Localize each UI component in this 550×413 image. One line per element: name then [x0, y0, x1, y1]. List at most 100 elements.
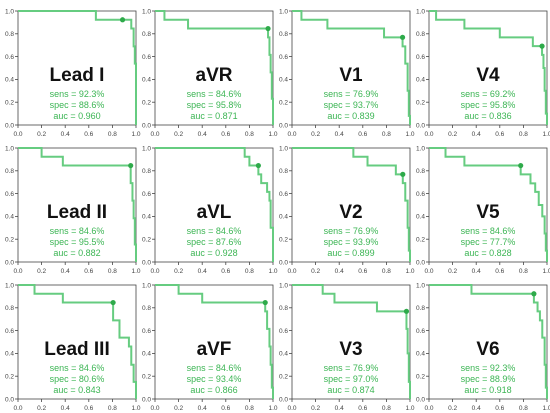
x-tick-label: 0.8 — [519, 131, 528, 138]
x-tick-label: 0.4 — [335, 131, 344, 138]
y-tick-label: 0.0 — [5, 259, 14, 266]
x-tick-label: 0.0 — [13, 268, 22, 275]
x-tick-label: 0.0 — [287, 405, 296, 412]
operating-point — [399, 34, 406, 40]
roc-panel-lead-i: 0.0 0.2 0.4 0.6 0.8 1.0 0.0 0.2 0.4 0.6 0.8 1.0 Lead… — [5, 8, 141, 138]
y-tick-label: 0.4 — [5, 351, 14, 358]
y-tick-label: 0.6 — [279, 328, 288, 335]
roc-panel-v1: 0.0 0.2 0.4 0.6 0.8 1.0 0.0 0.2 0.4 0.6 0.8 1.0 V1 se… — [279, 8, 415, 138]
stat-label: auc = 0.839 — [327, 111, 374, 121]
y-tick-label: 0.8 — [416, 168, 425, 175]
x-tick-label: 0.2 — [311, 268, 320, 275]
y-tick-label: 0.6 — [5, 54, 14, 61]
y-tick-label: 0.8 — [142, 305, 151, 312]
x-tick-label: 0.8 — [245, 268, 254, 275]
stat-label: auc = 0.871 — [190, 111, 237, 121]
x-tick-label: 0.8 — [382, 405, 391, 412]
y-tick-label: 0.4 — [416, 77, 425, 84]
y-tick-label: 0.0 — [279, 259, 288, 266]
x-tick-label: 0.0 — [150, 268, 159, 275]
lead-label: Lead II — [47, 202, 107, 223]
roc-panel-v2: 0.0 0.2 0.4 0.6 0.8 1.0 0.0 0.2 0.4 0.6 0.8 1.0 V2 se… — [279, 145, 415, 275]
x-tick-label: 0.2 — [448, 131, 457, 138]
y-tick-label: 0.4 — [279, 77, 288, 84]
x-tick-label: 0.6 — [84, 268, 93, 275]
x-tick-label: 0.8 — [519, 405, 528, 412]
y-tick-label: 0.6 — [5, 328, 14, 335]
y-tick-label: 0.0 — [142, 396, 151, 403]
x-tick-label: 0.6 — [84, 405, 93, 412]
x-tick-label: 0.8 — [108, 131, 117, 138]
x-tick-label: 0.6 — [358, 268, 367, 275]
y-tick-label: 1.0 — [142, 8, 151, 15]
y-tick-label: 0.2 — [5, 374, 14, 381]
x-tick-label: 0.8 — [245, 131, 254, 138]
y-tick-label: 0.2 — [416, 374, 425, 381]
stat-label: sens = 69.2% — [461, 89, 516, 99]
x-tick-label: 0.2 — [174, 131, 183, 138]
lead-label: V2 — [339, 202, 362, 223]
x-tick-label: 0.0 — [424, 405, 433, 412]
operating-point — [119, 17, 126, 23]
x-tick-label: 0.6 — [221, 131, 230, 138]
x-tick-label: 0.4 — [198, 131, 207, 138]
roc-panel-v5: 0.0 0.2 0.4 0.6 0.8 1.0 0.0 0.2 0.4 0.6 0.8 1.0 V5 se… — [416, 145, 550, 275]
y-tick-label: 0.4 — [5, 214, 14, 221]
operating-point — [128, 162, 134, 169]
x-tick-label: 0.4 — [335, 405, 344, 412]
x-tick-label: 0.0 — [287, 131, 296, 138]
lead-label: V5 — [476, 202, 500, 223]
y-tick-label: 1.0 — [416, 8, 425, 15]
y-tick-label: 0.2 — [5, 237, 14, 244]
y-tick-label: 0.4 — [142, 351, 151, 358]
y-tick-label: 0.2 — [279, 374, 288, 381]
roc-panel-lead-ii: 0.0 0.2 0.4 0.6 0.8 1.0 0.0 0.2 0.4 0.6 0.8 1.0 Lead… — [5, 145, 141, 275]
x-tick-label: 1.0 — [131, 405, 140, 412]
roc-panel-v4: 0.0 0.2 0.4 0.6 0.8 1.0 0.0 0.2 0.4 0.6 0.8 1.0 V4 se… — [416, 8, 550, 138]
x-tick-label: 0.4 — [472, 131, 481, 138]
y-tick-label: 0.0 — [142, 259, 151, 266]
y-tick-label: 1.0 — [279, 8, 288, 15]
y-tick-label: 0.6 — [142, 54, 151, 61]
x-tick-label: 0.2 — [174, 405, 183, 412]
y-tick-label: 1.0 — [416, 145, 425, 152]
roc-curve — [429, 147, 548, 262]
y-tick-label: 1.0 — [279, 145, 288, 152]
operating-point — [400, 171, 406, 177]
operating-point — [403, 308, 410, 314]
y-tick-label: 0.2 — [279, 237, 288, 244]
y-tick-label: 1.0 — [5, 8, 14, 15]
lead-label: aVF — [197, 339, 232, 360]
x-tick-label: 1.0 — [268, 268, 277, 275]
x-tick-label: 1.0 — [542, 268, 550, 275]
y-tick-label: 0.8 — [5, 305, 14, 312]
y-tick-label: 0.4 — [142, 77, 151, 84]
y-tick-label: 0.8 — [416, 31, 425, 38]
x-tick-label: 0.4 — [61, 131, 70, 138]
y-tick-label: 0.4 — [5, 77, 14, 84]
x-tick-label: 0.2 — [174, 268, 183, 275]
x-tick-label: 0.2 — [448, 405, 457, 412]
x-tick-label: 0.4 — [335, 268, 344, 275]
x-tick-label: 0.6 — [495, 405, 504, 412]
x-tick-label: 0.2 — [37, 405, 46, 412]
y-tick-label: 0.2 — [142, 237, 151, 244]
x-tick-label: 0.0 — [150, 131, 159, 138]
x-tick-label: 0.6 — [358, 131, 367, 138]
operating-point — [539, 43, 545, 49]
y-tick-label: 0.8 — [142, 31, 151, 38]
x-tick-label: 0.6 — [221, 268, 230, 275]
y-tick-label: 0.6 — [279, 191, 288, 198]
y-tick-label: 0.4 — [142, 214, 151, 221]
x-tick-label: 0.2 — [448, 268, 457, 275]
stat-label: sens = 76.9% — [324, 226, 379, 236]
operating-point — [262, 299, 268, 306]
x-tick-label: 0.6 — [358, 405, 367, 412]
lead-label: aVR — [196, 65, 233, 86]
x-tick-label: 0.8 — [108, 268, 117, 275]
stat-label: auc = 0.843 — [53, 385, 100, 395]
lead-label: V4 — [476, 65, 500, 86]
y-tick-label: 1.0 — [142, 145, 151, 152]
y-tick-label: 1.0 — [279, 282, 288, 289]
